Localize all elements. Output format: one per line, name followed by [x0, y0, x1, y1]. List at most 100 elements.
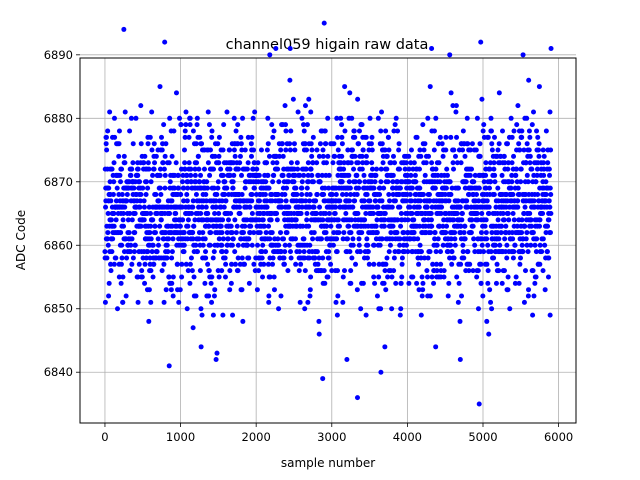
data-point — [515, 103, 521, 109]
data-point — [179, 204, 185, 210]
data-point — [347, 185, 353, 191]
data-point — [418, 153, 424, 159]
data-point — [456, 280, 462, 286]
data-point — [322, 185, 328, 191]
data-point — [183, 109, 189, 115]
data-point — [167, 179, 173, 185]
data-point — [485, 242, 491, 248]
data-point — [276, 306, 282, 312]
data-point — [470, 223, 476, 229]
data-point — [439, 141, 445, 147]
data-point — [393, 280, 399, 286]
data-point — [480, 293, 486, 299]
data-point — [466, 191, 472, 197]
data-point — [283, 198, 289, 204]
x-tick-label: 4000 — [393, 430, 422, 444]
data-point — [148, 299, 154, 305]
data-point — [433, 166, 439, 172]
data-point — [291, 141, 297, 147]
data-point — [423, 160, 429, 166]
data-point — [470, 268, 476, 274]
data-point — [548, 191, 554, 197]
data-point — [248, 141, 254, 147]
data-point — [207, 242, 213, 248]
data-point — [190, 230, 196, 236]
data-point — [464, 198, 470, 204]
data-point — [227, 268, 233, 274]
data-point — [467, 147, 473, 153]
data-point — [122, 160, 128, 166]
data-point — [189, 268, 195, 274]
data-point — [169, 280, 175, 286]
data-point — [412, 172, 418, 178]
data-point — [195, 153, 201, 159]
data-point — [266, 185, 272, 191]
data-point — [275, 191, 281, 197]
data-point — [420, 280, 426, 286]
data-point — [375, 115, 381, 121]
data-point — [334, 249, 340, 255]
data-point — [461, 230, 467, 236]
data-point — [350, 242, 356, 248]
data-point — [333, 299, 339, 305]
data-point — [497, 242, 503, 248]
data-point — [352, 134, 358, 140]
data-point — [299, 191, 305, 197]
data-point — [263, 249, 269, 255]
data-point — [364, 191, 370, 197]
data-point — [340, 236, 346, 242]
data-point — [251, 261, 257, 267]
data-point — [530, 312, 536, 318]
data-point — [230, 185, 236, 191]
data-point — [124, 255, 130, 261]
data-point — [374, 166, 380, 172]
data-point — [493, 280, 499, 286]
data-point — [431, 280, 437, 286]
data-point — [224, 109, 230, 115]
data-point — [294, 191, 300, 197]
data-point — [157, 185, 163, 191]
data-point — [278, 198, 284, 204]
data-point — [465, 204, 471, 210]
data-point — [454, 160, 460, 166]
data-point — [255, 160, 261, 166]
data-point — [417, 185, 423, 191]
data-point — [500, 128, 506, 134]
data-point — [326, 172, 332, 178]
data-point — [132, 242, 138, 248]
data-point — [486, 204, 492, 210]
data-point — [246, 255, 252, 261]
data-point — [213, 204, 219, 210]
data-point — [147, 230, 153, 236]
data-point — [323, 211, 329, 217]
data-point — [212, 153, 218, 159]
data-point — [245, 160, 251, 166]
data-point — [190, 236, 196, 242]
data-point — [108, 198, 114, 204]
data-point — [266, 299, 272, 305]
data-point — [476, 185, 482, 191]
data-point — [448, 242, 454, 248]
data-point — [116, 274, 122, 280]
data-point — [173, 211, 179, 217]
data-point — [488, 179, 494, 185]
data-point — [317, 179, 323, 185]
data-point — [147, 211, 153, 217]
data-point-outlier — [378, 369, 384, 375]
data-point — [188, 172, 194, 178]
data-point — [384, 153, 390, 159]
data-point — [147, 261, 153, 267]
data-point — [547, 109, 553, 115]
data-point — [459, 211, 465, 217]
data-point — [323, 230, 329, 236]
data-point — [381, 185, 387, 191]
data-point — [318, 236, 324, 242]
data-point — [526, 77, 532, 83]
data-point — [498, 230, 504, 236]
data-point — [183, 122, 189, 128]
data-point-outlier — [213, 357, 219, 363]
data-point — [532, 242, 538, 248]
data-point — [408, 198, 414, 204]
data-point — [157, 84, 163, 90]
data-point — [408, 147, 414, 153]
